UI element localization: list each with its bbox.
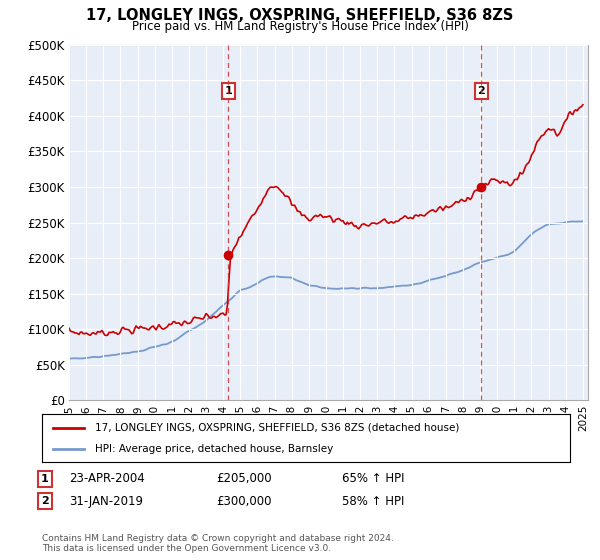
Text: 65% ↑ HPI: 65% ↑ HPI: [342, 472, 404, 486]
Text: 23-APR-2004: 23-APR-2004: [69, 472, 145, 486]
Text: Contains HM Land Registry data © Crown copyright and database right 2024.
This d: Contains HM Land Registry data © Crown c…: [42, 534, 394, 553]
Text: £300,000: £300,000: [216, 494, 271, 508]
Text: 2: 2: [41, 496, 49, 506]
Text: 2: 2: [478, 86, 485, 96]
Text: Price paid vs. HM Land Registry's House Price Index (HPI): Price paid vs. HM Land Registry's House …: [131, 20, 469, 32]
Text: HPI: Average price, detached house, Barnsley: HPI: Average price, detached house, Barn…: [95, 444, 333, 454]
Text: 1: 1: [224, 86, 232, 96]
Text: £205,000: £205,000: [216, 472, 272, 486]
Text: 17, LONGLEY INGS, OXSPRING, SHEFFIELD, S36 8ZS: 17, LONGLEY INGS, OXSPRING, SHEFFIELD, S…: [86, 8, 514, 24]
Text: 1: 1: [41, 474, 49, 484]
Text: 58% ↑ HPI: 58% ↑ HPI: [342, 494, 404, 508]
Text: 17, LONGLEY INGS, OXSPRING, SHEFFIELD, S36 8ZS (detached house): 17, LONGLEY INGS, OXSPRING, SHEFFIELD, S…: [95, 423, 459, 433]
Text: 31-JAN-2019: 31-JAN-2019: [69, 494, 143, 508]
